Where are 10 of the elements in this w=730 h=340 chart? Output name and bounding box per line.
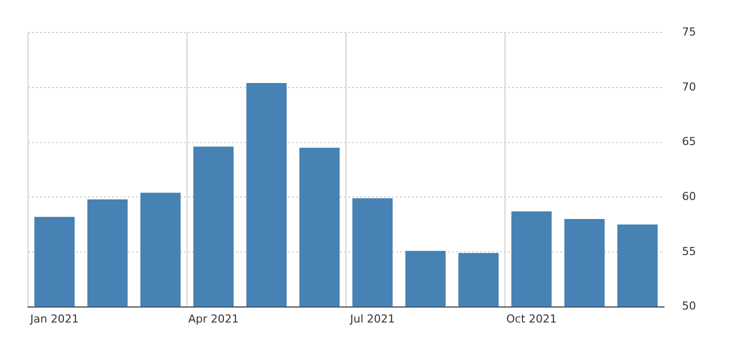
x-tick-label: Jan 2021 xyxy=(29,312,79,326)
y-tick-label: 55 xyxy=(682,244,696,258)
x-tick-label: Jul 2021 xyxy=(349,312,395,326)
y-tick-label: 65 xyxy=(682,135,696,148)
y-tick-label: 75 xyxy=(682,25,696,38)
x-tick-label: Oct 2021 xyxy=(506,312,557,326)
y-tick-label: 60 xyxy=(682,190,696,203)
y-tick-label: 70 xyxy=(682,80,696,94)
x-tick-label: Apr 2021 xyxy=(188,312,239,326)
y-tick-label: 50 xyxy=(682,300,696,313)
